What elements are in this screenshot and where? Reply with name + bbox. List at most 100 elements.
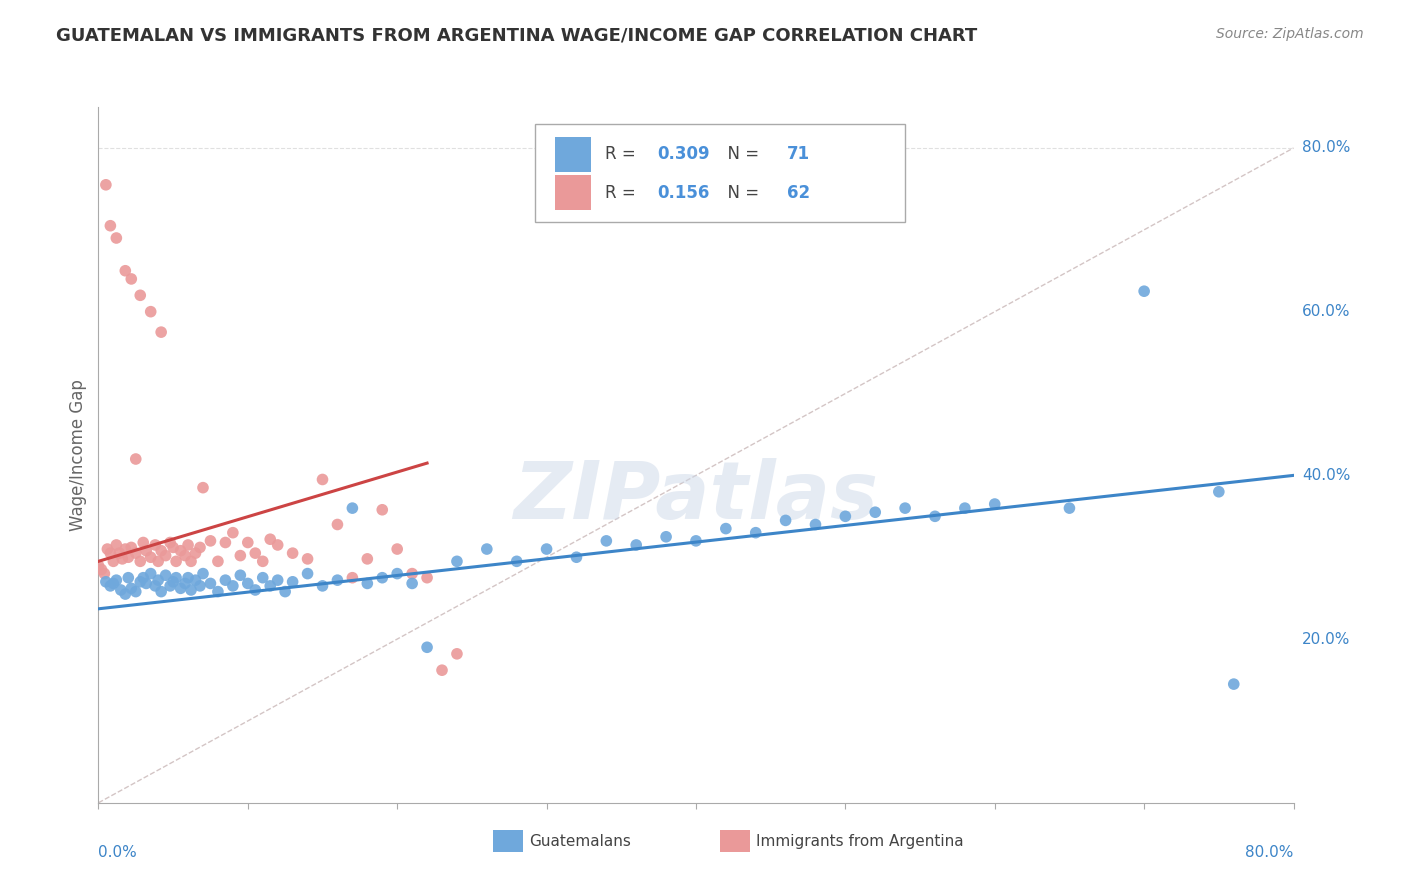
Point [159,579,181,593]
Point [120,541,142,555]
Point [129,574,152,589]
Point [120,582,142,596]
Point [94,574,117,589]
Point [281,546,304,560]
Text: Immigrants from Argentina: Immigrants from Argentina [756,833,963,848]
Point [162,541,184,555]
Text: 71: 71 [787,145,810,163]
Point [297,552,319,566]
Point [245,582,267,597]
Point [267,573,290,587]
Point [385,542,409,557]
FancyBboxPatch shape [534,124,905,222]
Point [214,535,236,549]
Point [132,535,155,549]
Point [98,546,122,560]
Point [342,571,364,585]
Point [401,566,423,581]
Point [114,542,136,557]
Point [129,554,152,568]
Point [834,509,856,524]
Point [259,533,281,547]
Point [252,554,274,568]
Point [245,546,267,560]
Point [385,566,409,581]
Point [155,568,177,582]
Text: 80.0%: 80.0% [1246,845,1294,860]
Point [139,566,162,581]
Point [188,541,211,555]
Text: 20.0%: 20.0% [1302,632,1350,647]
Point [162,574,184,589]
Point [326,573,349,587]
Point [150,325,173,339]
Point [200,576,222,591]
Bar [494,830,523,852]
Point [117,571,139,585]
Point [714,522,737,536]
Point [401,576,423,591]
Point [180,554,202,568]
Point [103,576,125,591]
Point [207,554,229,568]
Point [132,571,155,585]
Point [143,538,166,552]
Point [356,576,378,591]
Point [191,481,214,495]
Point [103,554,125,568]
Text: Source: ZipAtlas.com: Source: ZipAtlas.com [1216,27,1364,41]
Point [87,558,110,573]
Point [311,579,333,593]
Bar [555,175,591,210]
Point [135,576,157,591]
Point [150,543,173,558]
Point [236,535,259,549]
Point [446,647,468,661]
Point [804,517,827,532]
Point [125,546,148,560]
Point [229,549,252,563]
Point [356,552,378,566]
Text: 80.0%: 80.0% [1302,140,1350,155]
Point [169,582,191,596]
Point [326,517,349,532]
Text: GUATEMALAN VS IMMIGRANTS FROM ARGENTINA WAGE/INCOME GAP CORRELATION CHART: GUATEMALAN VS IMMIGRANTS FROM ARGENTINA … [56,27,977,45]
Point [536,542,558,557]
Point [105,573,128,587]
Point [685,533,707,548]
Point [983,497,1005,511]
Point [252,571,274,585]
Point [297,566,319,581]
Point [143,579,166,593]
Point [416,571,439,585]
Y-axis label: Wage/Income Gap: Wage/Income Gap [69,379,87,531]
Point [267,538,290,552]
Text: N =: N = [717,145,765,163]
Text: 0.0%: 0.0% [98,845,138,860]
Point [745,525,768,540]
Point [150,584,173,599]
Point [236,576,259,591]
Point [94,178,117,192]
Point [475,542,498,557]
Point [114,264,136,278]
Point [624,538,647,552]
Point [207,584,229,599]
Point [446,554,468,568]
Point [200,533,222,548]
Point [110,582,132,597]
Text: R =: R = [605,145,641,163]
Point [371,502,394,516]
Point [180,582,202,597]
Point [174,549,197,563]
Point [174,576,197,591]
Point [117,550,139,565]
Point [139,304,162,318]
Point [177,538,200,552]
Point [188,579,211,593]
Point [90,562,112,576]
Point [155,549,177,563]
Text: ZIPatlas: ZIPatlas [513,458,879,536]
Point [565,550,588,565]
Point [148,554,170,568]
